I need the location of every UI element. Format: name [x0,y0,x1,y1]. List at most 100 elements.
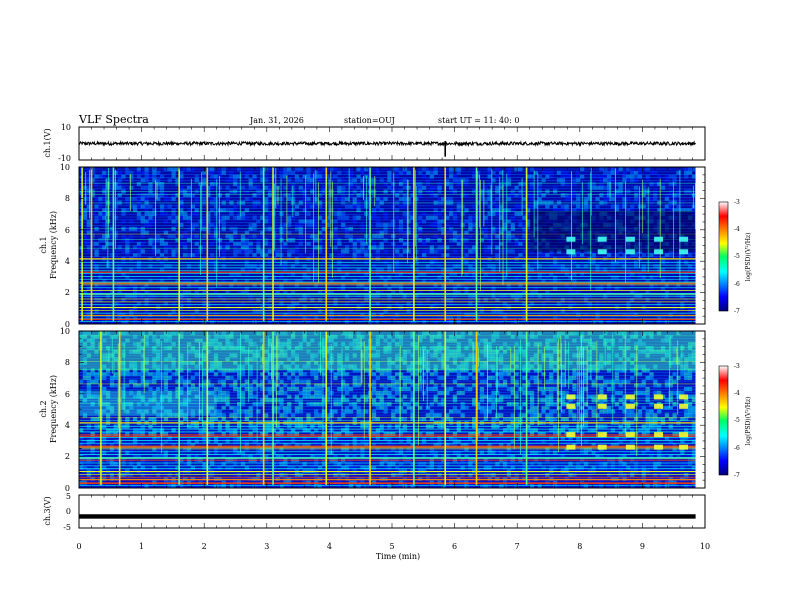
spectrogram-cell [210,208,215,213]
spectrogram-cell [94,252,99,258]
spectrogram-cell [283,286,288,291]
spectrogram-cell [298,320,303,324]
ch1-spec-freq-label: Frequency (kHz) [49,211,58,279]
spectrogram-cell [379,290,384,295]
spectrogram-cell [317,215,323,220]
spectrogram-cell [649,290,654,295]
spectrogram-cell [445,267,450,273]
spectrogram-cell [82,357,88,362]
spectrogram-cell [398,226,404,231]
spectrogram-cell [240,390,246,395]
spectrogram-cell [317,413,323,418]
spectrogram-cell [190,211,196,216]
spectrogram-cell [148,484,153,488]
spectrogram-cell [90,431,95,437]
spectrogram-cell [252,309,257,314]
spectrogram-cell [310,320,315,324]
spectrogram-cell [294,223,300,228]
spectrogram-cell [429,170,434,175]
spectrogram-cell [132,196,138,202]
spectrogram-cell [298,234,303,239]
periodic-emission [597,249,607,255]
spectrogram-cell [398,405,404,410]
spectrogram-cell [429,309,434,314]
spectrogram-cell [398,375,404,380]
spectrogram-cell [183,383,188,388]
spectrogram-cell [287,443,292,448]
spectrogram-cell [337,185,342,190]
spectrogram-cell [86,301,91,306]
ch1-cb-tick-m6: -6 [734,281,740,288]
spectrogram-cell [337,215,342,220]
spectrogram-cell [140,297,145,302]
spectrogram-cell [564,275,569,280]
spectrogram-cell [672,181,677,187]
spectrogram-cell [175,297,180,302]
spectrogram-cell [306,223,311,228]
spectrogram-cell [256,443,261,448]
spectrogram-cell [414,267,419,273]
spectrogram-cell [452,290,458,295]
spectrogram-cell [383,290,388,295]
spectrogram-cell [468,234,473,239]
spectrogram-cell [244,443,249,448]
spectrogram-cell [129,196,134,202]
spectrogram-cell [117,185,122,190]
spectrogram-cell [117,174,122,179]
spectrogram-cell [206,223,211,228]
spectrogram-cell [140,249,145,254]
spectrogram-cell [691,267,697,273]
spectrogram-cell [614,193,619,198]
spectrogram-cell [267,241,273,246]
spectrogram-cell [360,450,365,455]
spectrogram-cell [468,249,473,254]
spectrogram-cell [333,234,338,239]
spectrogram-cell [175,390,180,395]
spectrogram-cell [210,174,215,179]
spectrogram-cell [244,290,249,295]
spectrogram-cell [398,409,404,414]
spectrogram-cell [356,267,361,273]
spectrogram-cell [140,286,145,291]
spectrogram-cell [371,234,377,239]
spectrogram-cell [564,297,569,302]
spectrogram-cell [186,185,192,190]
spectrogram-cell [402,387,407,392]
spectrogram-cell [252,264,257,269]
spectrogram-cell [684,279,689,284]
spectrogram-cell [672,279,677,284]
spectrogram-cell [383,345,388,351]
spectrogram-cell [90,372,95,377]
spectrogram-cell [633,174,639,179]
spectrogram-cell [329,193,334,198]
spectrogram-cell [240,267,246,273]
spectrogram-cell [537,193,542,198]
spectrogram-cell [179,170,184,175]
spectrogram-cell [82,349,88,354]
spectrogram-cell [448,211,454,216]
spectrogram-cell [310,473,315,478]
spectrogram-cell [583,264,589,269]
spectrogram-cell [244,379,249,384]
spectrogram-cell [206,368,211,373]
spectrogram-cell [456,309,461,314]
spectrogram-cell [240,286,246,291]
spectrogram-cell [383,320,388,324]
spectrogram-cell [549,170,554,175]
spectrogram-cell [287,219,292,224]
spectrogram-cell [229,454,234,459]
spectrogram-cell [549,279,554,284]
spectrogram-cell [657,208,662,213]
spectrogram-cell [626,174,631,179]
spectrogram-cell [452,219,458,224]
spectrogram-cell [186,297,192,302]
spectrogram-cell [306,286,311,291]
spectrogram-cell [248,409,253,414]
spectrogram-cell [283,405,288,410]
spectrogram-cell [94,275,99,280]
spectrogram-cell [163,275,169,280]
spectrogram-cell [167,439,172,444]
spectrogram-cell [371,275,377,280]
spectrogram-cell [545,170,550,175]
spectrogram-cell [499,215,504,220]
